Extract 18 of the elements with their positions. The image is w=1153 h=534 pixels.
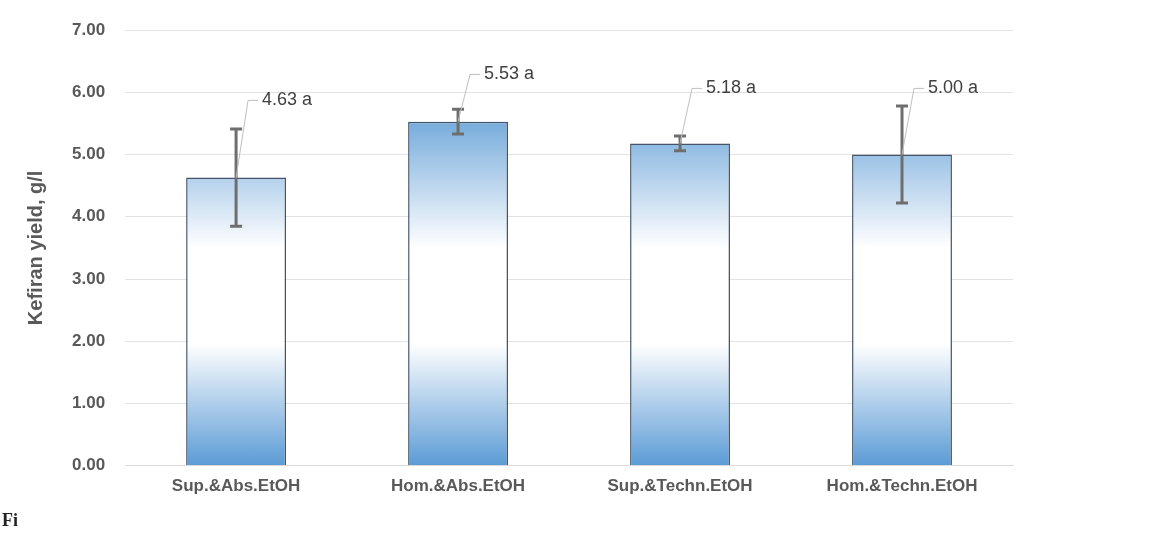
data-label: 5.18 a: [706, 77, 758, 98]
x-tick-label: Sup.&Abs.EtOH: [171, 476, 301, 496]
data-label: 4.63 a: [262, 89, 314, 110]
x-tick-label: Hom.&Techn.EtOH: [826, 476, 978, 496]
y-tick-label: 1.00: [71, 393, 106, 413]
y-tick-label: 6.00: [71, 82, 106, 102]
y-tick-label: 7.00: [71, 19, 106, 39]
data-label: 5.53 a: [484, 63, 536, 84]
y-axis-title: Kefiran yield, g/l: [23, 170, 46, 326]
x-tick-label: Sup.&Techn.EtOH: [607, 476, 753, 496]
y-tick-label: 4.00: [71, 206, 106, 226]
data-label: 5.00 a: [928, 77, 980, 98]
y-tick-label: 5.00: [71, 144, 106, 164]
y-tick-label: 0.00: [71, 455, 106, 475]
y-tick-label: 2.00: [71, 330, 106, 350]
x-tick-label: Hom.&Abs.EtOH: [390, 476, 526, 496]
y-tick-label: 3.00: [71, 268, 106, 288]
text: Fi: [2, 510, 18, 531]
